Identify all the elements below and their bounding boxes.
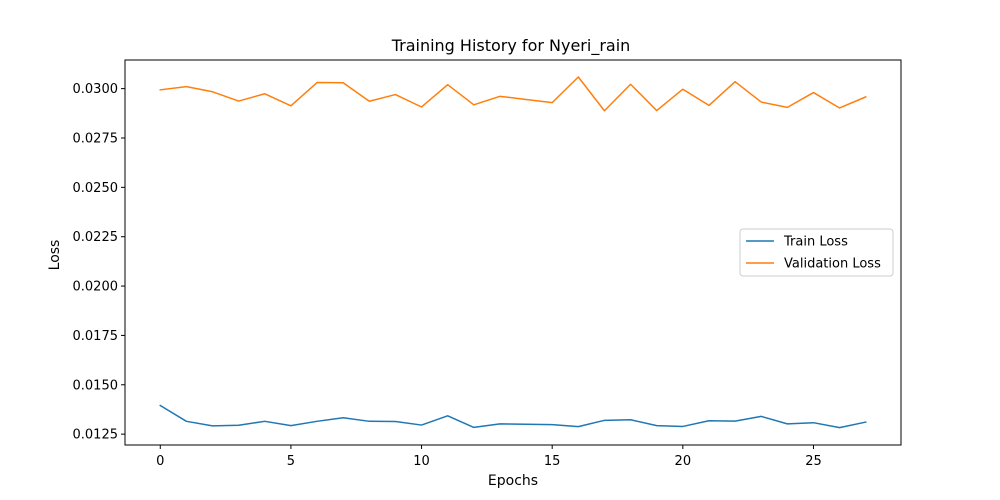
legend-label: Validation Loss [784, 257, 881, 272]
x-axis-label: Epochs [488, 473, 538, 489]
y-axis-ticks: 0.0125 0.0150 0.0175 0.0200 0.0225 0.0250 0.02… [73, 82, 125, 443]
x-tick-label: 10 [413, 454, 430, 469]
series-line-validation-loss [159, 76, 867, 112]
x-tick-label: 15 [544, 454, 561, 469]
chart-title: Training History for Nyeri_rain [391, 36, 631, 56]
y-axis-label: Loss [47, 240, 63, 271]
x-tick-label: 20 [675, 454, 692, 469]
series-layer [159, 76, 867, 429]
y-tick-label: 0.0275 [73, 131, 119, 146]
plot-frame [124, 59, 902, 446]
x-tick-label: 0 [156, 454, 164, 469]
legend: Train Loss Validation Loss [739, 228, 894, 277]
y-tick-label: 0.0250 [73, 181, 119, 196]
y-tick-label: 0.0150 [73, 378, 119, 393]
legend-items: Train Loss Validation Loss [746, 235, 881, 272]
x-tick-label: 25 [805, 454, 822, 469]
y-tick-label: 0.0200 [73, 280, 119, 295]
legend-box [739, 228, 894, 277]
x-axis-ticks: 0 5 10 15 20 25 [156, 445, 822, 469]
legend-label: Train Loss [783, 235, 848, 250]
y-tick-label: 0.0175 [73, 329, 119, 344]
x-tick-label: 5 [287, 454, 295, 469]
series-line-train-loss [159, 404, 867, 429]
y-tick-label: 0.0300 [73, 82, 119, 97]
y-tick-label: 0.0225 [73, 230, 119, 245]
y-tick-label: 0.0125 [73, 428, 119, 443]
